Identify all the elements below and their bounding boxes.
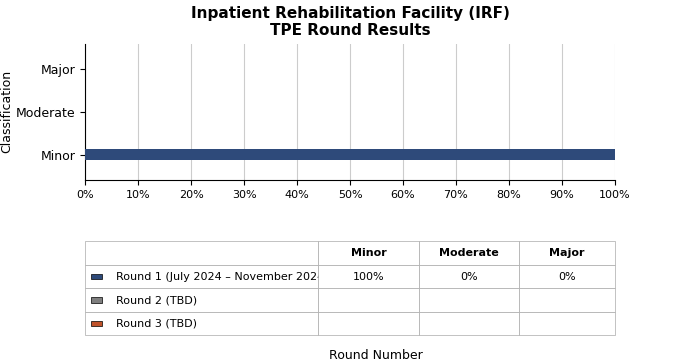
Bar — [85, 149, 615, 160]
Text: Round Number: Round Number — [329, 349, 423, 362]
FancyBboxPatch shape — [91, 297, 102, 303]
Y-axis label: Classification: Classification — [0, 70, 13, 154]
Title: Inpatient Rehabilitation Facility (IRF)
TPE Round Results: Inpatient Rehabilitation Facility (IRF) … — [191, 6, 510, 38]
FancyBboxPatch shape — [91, 321, 102, 326]
FancyBboxPatch shape — [91, 274, 102, 279]
